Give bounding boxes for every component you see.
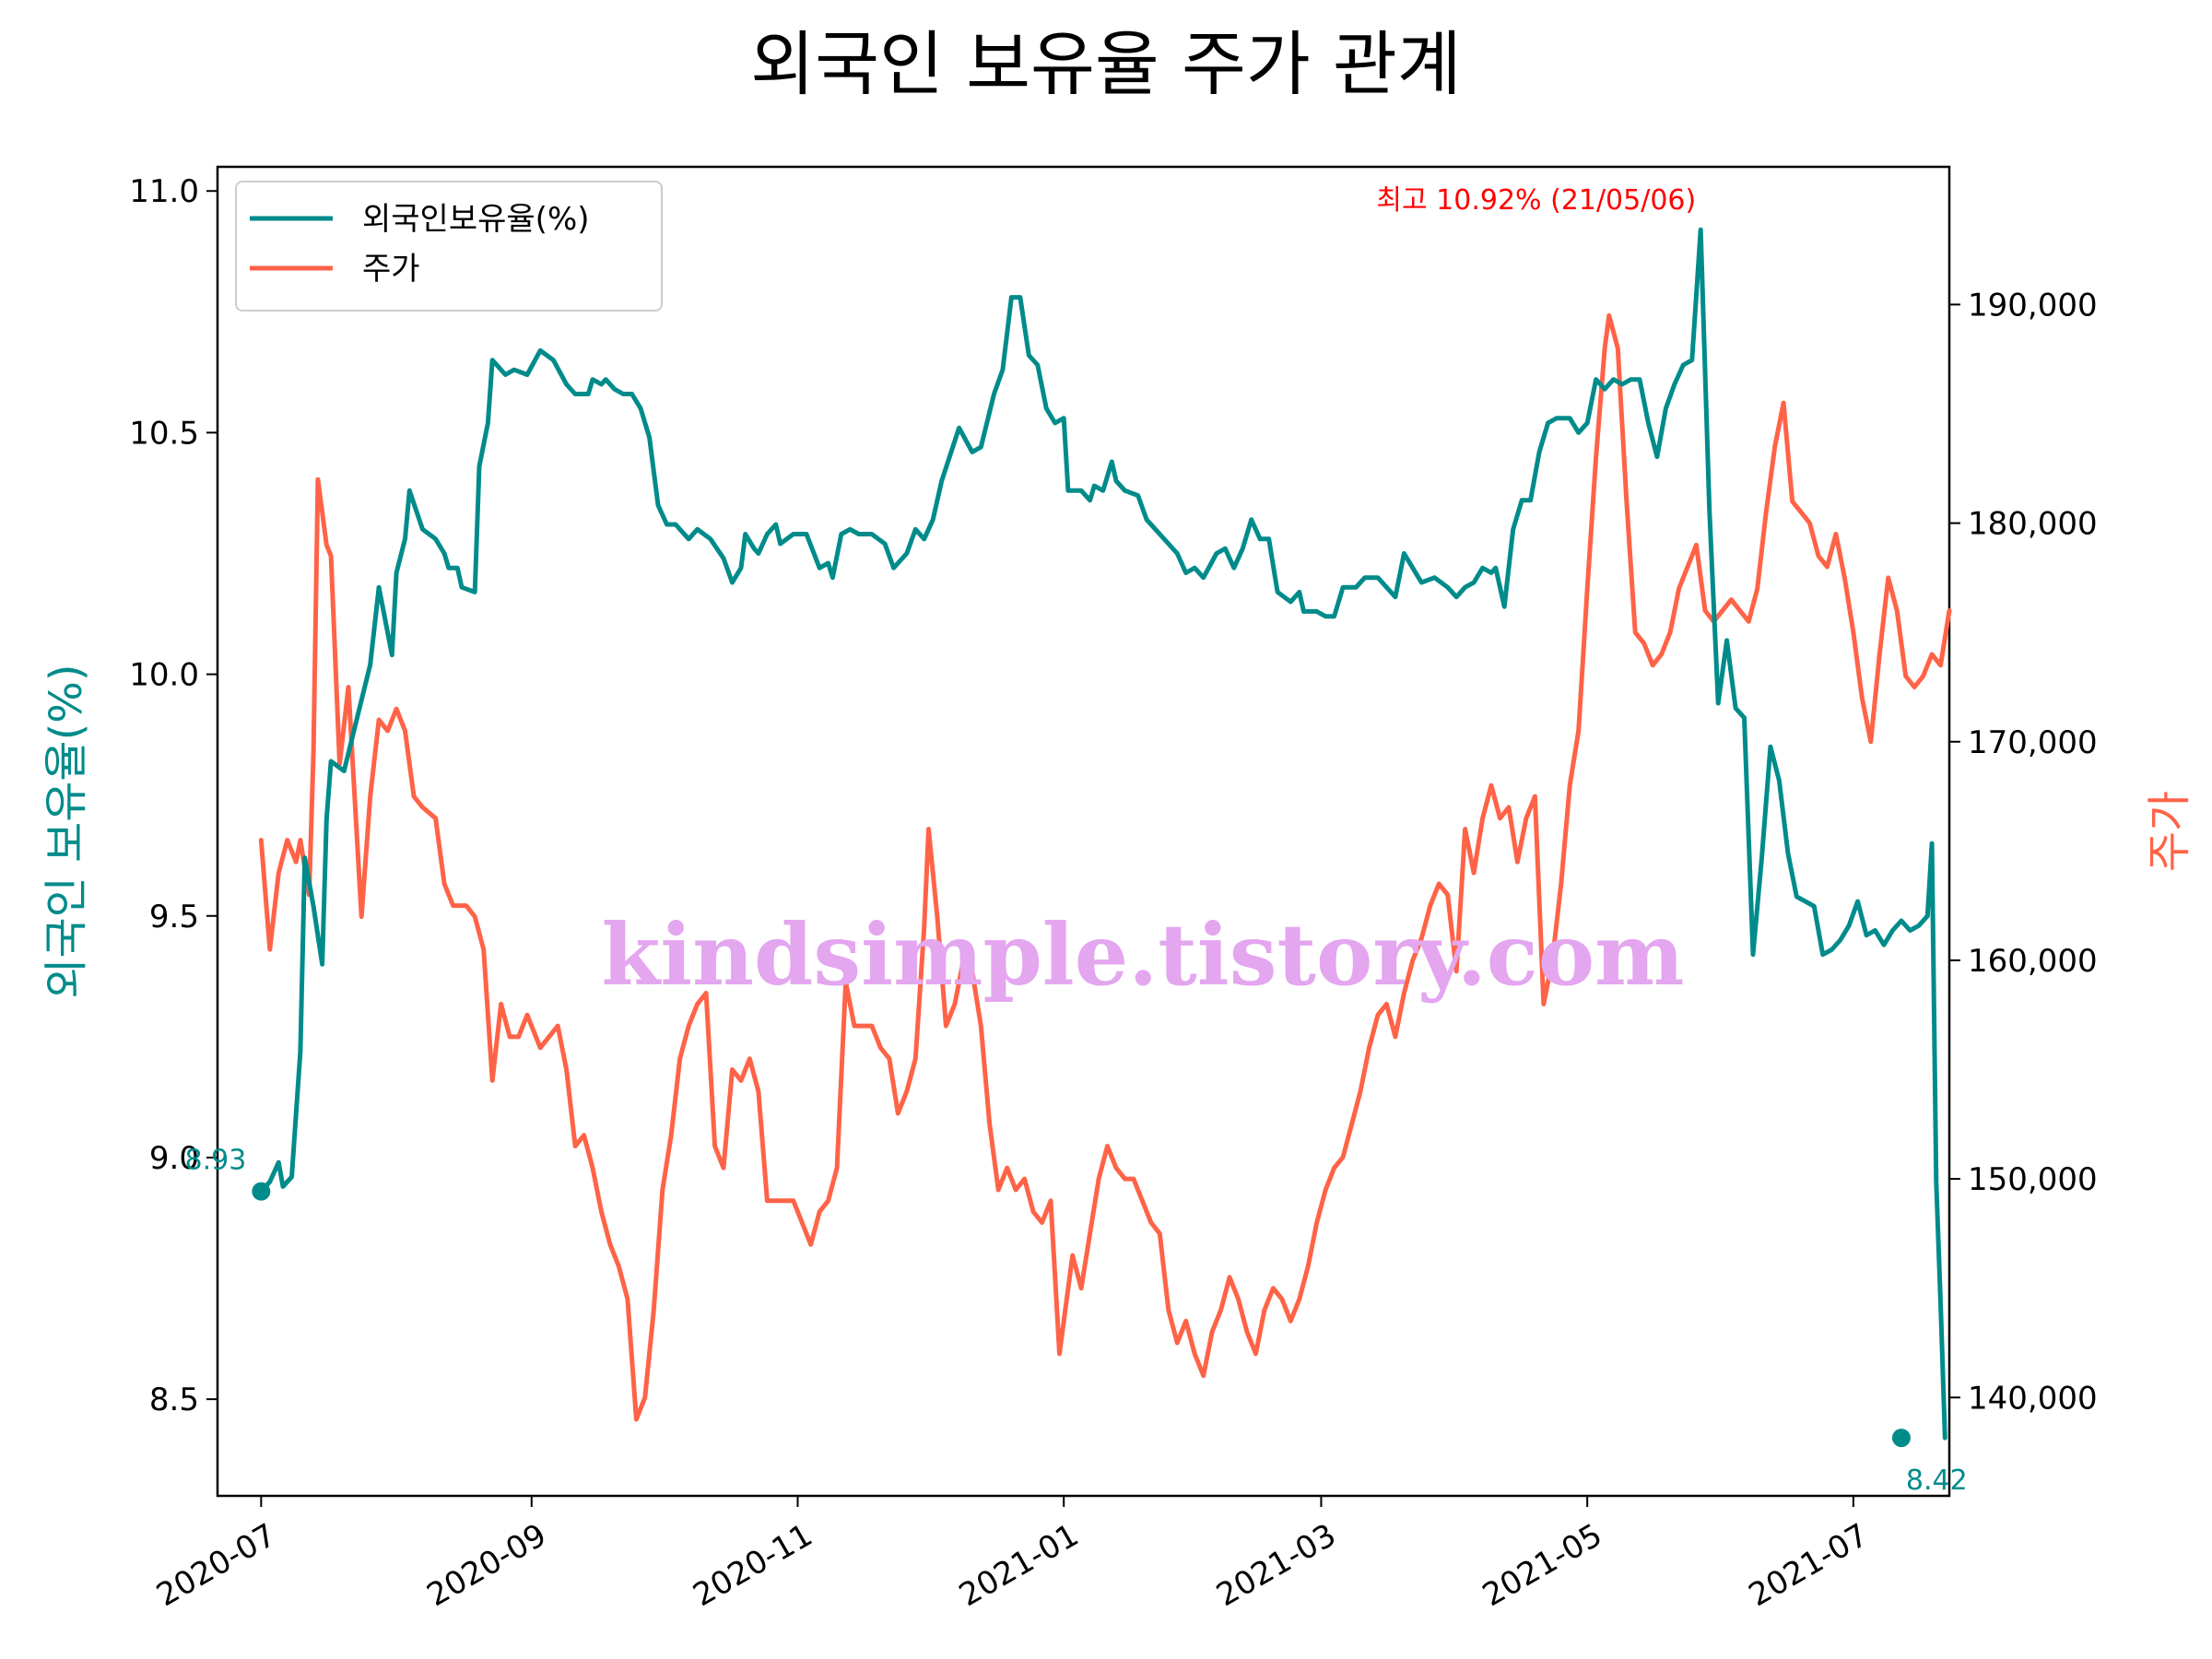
legend-label-price: 주가	[362, 251, 420, 288]
x-tick-label: 2020-09	[421, 1517, 553, 1615]
x-tick-label: 2021-01	[953, 1517, 1085, 1615]
y-right-tick-label: 150,000	[1968, 1161, 2098, 1198]
y-axis-left: 8.5 9.0 9.5 10.0 10.5 11.0	[129, 173, 218, 1418]
y-left-tick-label: 10.5	[129, 415, 199, 452]
plot-frame	[216, 165, 1951, 1498]
max-annotation: 최고 10.92% (21/05/06)	[1376, 184, 1696, 217]
legend: 외국인보유율(%) 주가	[235, 181, 663, 312]
y-left-tick-label: 8.5	[149, 1382, 199, 1418]
x-tick-label: 2020-11	[687, 1517, 818, 1615]
y-right-tick-label: 180,000	[1968, 506, 2098, 543]
y-right-tick-label: 160,000	[1968, 943, 2098, 980]
legend-box	[235, 181, 663, 312]
x-tick-label: 2021-07	[1743, 1517, 1875, 1615]
series-line-price	[258, 312, 1952, 1422]
y-left-tick-label: 9.5	[149, 899, 199, 935]
y-right-tick-label: 170,000	[1968, 724, 2098, 761]
y-right-tick-label: 190,000	[1968, 287, 2098, 324]
y-left-tick-label: 9.0	[149, 1140, 199, 1177]
data-point-marker	[1891, 1429, 1911, 1448]
value-annotation: 8.93	[185, 1145, 247, 1177]
annotation-layer: 최고 10.92% (21/05/06) 8.93 8.42	[185, 184, 1968, 1497]
y-axis-right: 140,000 150,000 160,000 170,000 180,000 190,0…	[1949, 287, 2098, 1417]
y-right-tick-label: 140,000	[1968, 1380, 2098, 1417]
y-left-tick-label: 10.0	[129, 657, 199, 694]
x-axis: 2020-07 2020-09 2020-11 2021-01 2021-03 2021-…	[150, 1496, 1875, 1614]
value-annotation: 8.42	[1906, 1465, 1968, 1497]
watermark: kindsimple.tistory.com	[601, 905, 1684, 1005]
series-line-ownership	[258, 227, 1947, 1441]
series-layer	[258, 227, 1952, 1441]
y-axis-right-label: 주가	[2144, 791, 2195, 872]
data-point-marker	[252, 1182, 271, 1201]
x-tick-label: 2021-03	[1210, 1517, 1342, 1615]
y-axis-left-label: 외국인 보유율(%)	[41, 664, 92, 998]
legend-label-ownership: 외국인보유율(%)	[362, 201, 590, 238]
chart-title: 외국인 보유율 주가 관계	[750, 23, 1462, 105]
y-left-tick-label: 11.0	[129, 173, 199, 210]
plot-area	[216, 165, 1951, 1498]
x-tick-label: 2020-07	[150, 1517, 282, 1615]
x-tick-label: 2021-05	[1477, 1517, 1608, 1615]
